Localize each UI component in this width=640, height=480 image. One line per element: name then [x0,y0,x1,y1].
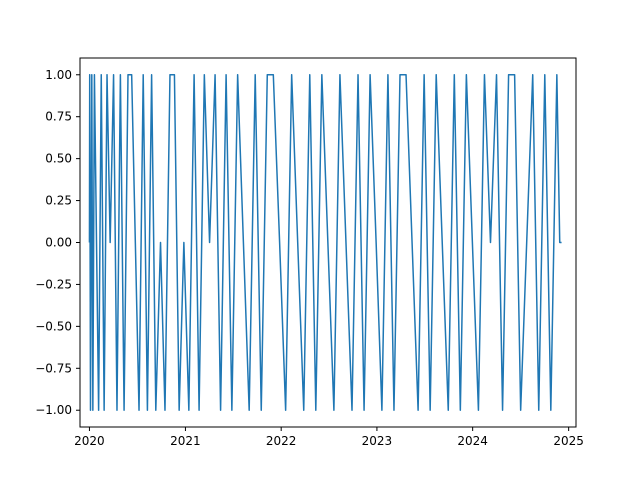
series-line-0 [88,74,562,411]
y-tick-label: −0.50 [35,319,72,333]
x-tick-label: 2024 [457,434,488,448]
y-tick-label: −0.75 [35,361,72,375]
y-tick-label: 0.75 [45,110,72,124]
plot-frame [79,57,577,428]
y-tick-label: 0.00 [45,236,72,250]
y-tick-label: 0.50 [45,152,72,166]
x-tick-label: 2023 [362,434,393,448]
y-tick-label: 0.25 [45,194,72,208]
x-tick-label: 2021 [170,434,201,448]
x-axis: 2020 2021 2022 2023 2024 2025 [74,427,584,448]
y-tick-label: −0.25 [35,277,72,291]
x-tick-label: 2025 [553,434,584,448]
y-tick-label: −1.00 [35,403,72,417]
x-tick-label: 2020 [74,434,105,448]
y-axis: 1.00 0.75 0.50 0.25 0.00 −0.25 −0.50 −0.75 −1.00 [35,68,80,417]
x-tick-label: 2022 [266,434,297,448]
y-tick-label: 1.00 [45,68,72,82]
series-layer [88,74,562,411]
